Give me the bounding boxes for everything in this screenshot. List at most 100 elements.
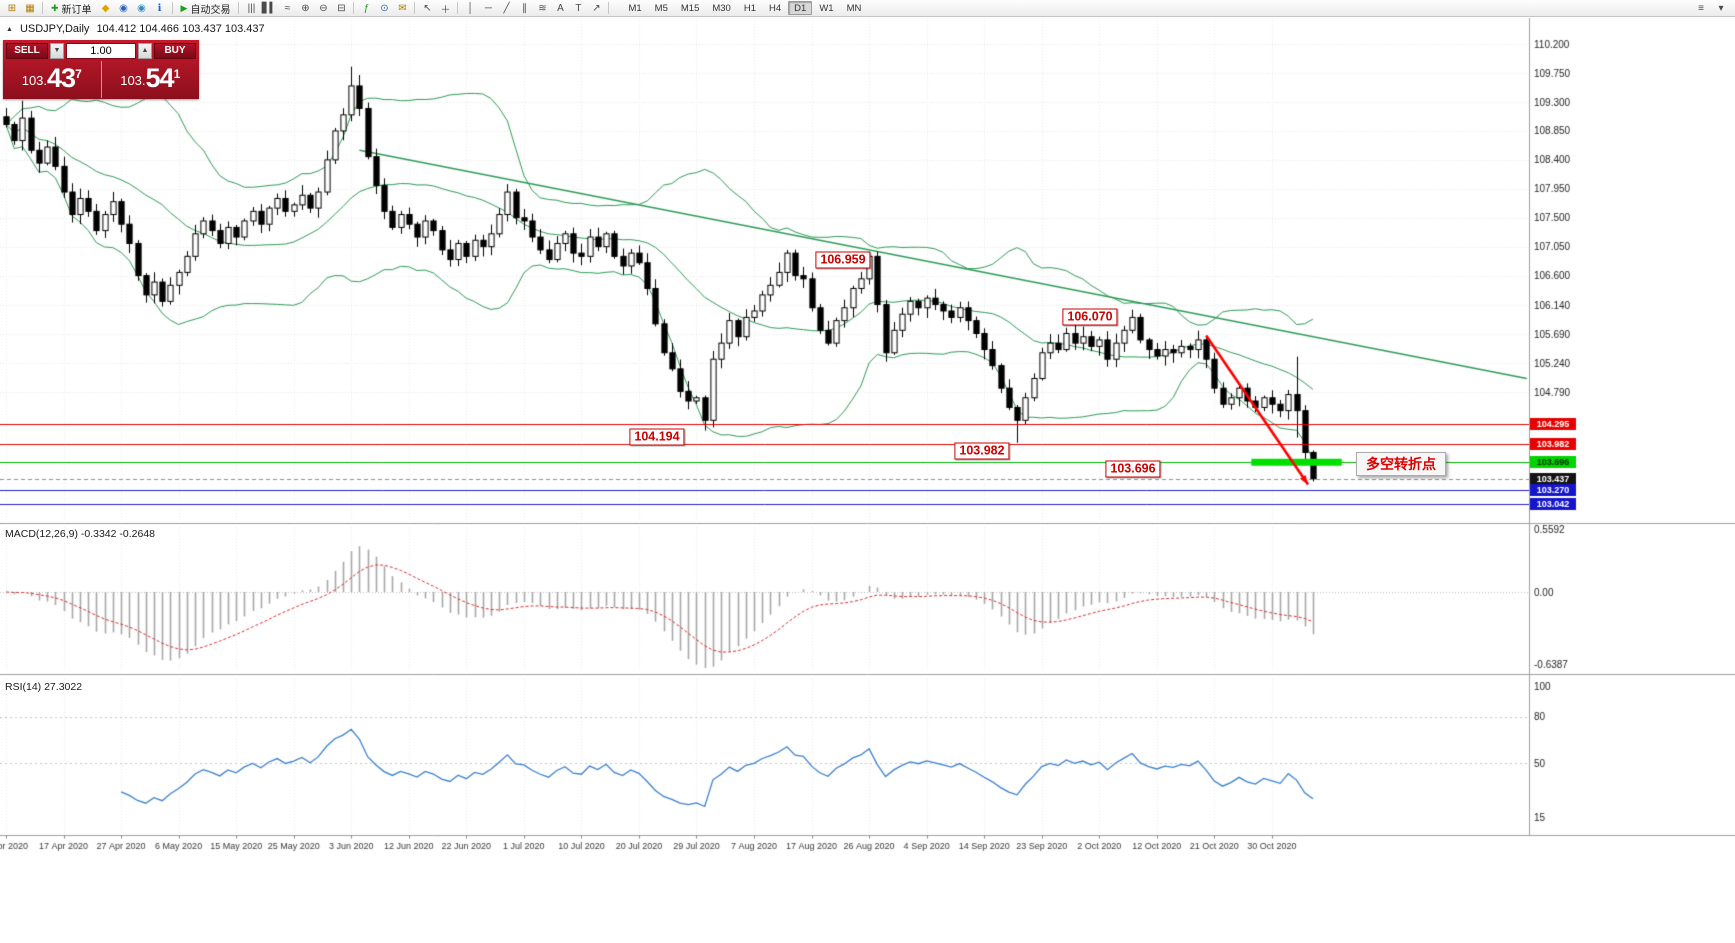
zoom-out-icon: ⊖ [319, 2, 328, 14]
arrows-icon: ↗ [592, 2, 601, 14]
toolbar-separator [171, 2, 173, 14]
buy-button[interactable]: BUY [154, 42, 196, 59]
trendline-icon: ╱ [503, 2, 510, 14]
channel-icon[interactable]: ∥ [515, 1, 533, 16]
market-watch-icon: ◉ [119, 2, 128, 14]
collapse-icon[interactable]: ▾ [1712, 1, 1730, 16]
label-icon[interactable]: T [569, 1, 587, 16]
tile-windows-icon[interactable]: ⊟ [332, 1, 350, 16]
buy-price-main: 54 [145, 63, 175, 93]
toolbar: ⊞ ▦ ✚ 新订单 ◆ ◉ ◉ ℹ ▶ 自动交易 ||| ▋▍ ≈ ⊕ ⊖ ⊟ ƒ ⊙ ✉ ↖ ＋ │ ─ ╱ ∥ ≋ A T ↗ M1… [0, 0, 1735, 17]
zoom-in-icon[interactable]: ⊕ [296, 1, 314, 16]
profiles-icon: ▦ [25, 2, 35, 14]
new-order-button-label: 新订单 [61, 4, 92, 16]
trade-panel-controls: SELL ▼ 1.00 ▲ BUY [3, 40, 199, 61]
vertical-line-icon[interactable]: │ [461, 1, 479, 16]
price-annotation[interactable]: 103.982 [954, 442, 1010, 460]
text-icon: A [557, 2, 564, 14]
toolbar-separator [353, 2, 355, 14]
sell-price-main: 43 [47, 63, 76, 93]
add-indicator-icon: ƒ [363, 2, 370, 14]
toolbar-separator [238, 2, 240, 14]
zoom-out-icon[interactable]: ⊖ [314, 1, 332, 16]
vertical-line-icon: │ [467, 2, 474, 14]
timeframe-button-w1[interactable]: W1 [819, 2, 834, 14]
turning-point-note[interactable]: 多空转折点 [1356, 452, 1446, 476]
line-chart-icon: ≈ [284, 2, 291, 14]
volume-input[interactable]: 1.00 [66, 42, 136, 59]
macd-indicator-label: MACD(12,26,9) -0.3342 -0.2648 [5, 528, 155, 540]
sell-button[interactable]: SELL [6, 42, 48, 59]
new-order-icon: ✚ [51, 2, 59, 13]
profiles-icon[interactable]: ▦ [21, 1, 39, 16]
new-chart-icon: ⊞ [7, 2, 17, 14]
symbol-name: USDJPY,Daily [19, 23, 90, 35]
price-annotation[interactable]: 104.194 [629, 428, 685, 446]
new-order-button[interactable]: ✚ 新订单 [46, 1, 97, 16]
timeframe-button-m30[interactable]: M30 [712, 2, 731, 14]
timeframe-button-m1[interactable]: M1 [628, 2, 642, 14]
new-chart-icon[interactable]: ⊞ [3, 1, 21, 16]
crosshair-icon: ＋ [440, 4, 451, 16]
collapse-icon: ▾ [1718, 2, 1724, 14]
sound-icon[interactable]: ◆ [97, 1, 115, 16]
add-indicator-icon[interactable]: ƒ [357, 1, 375, 16]
fibonacci-icon[interactable]: ≋ [533, 1, 551, 16]
price-annotation[interactable]: 106.959 [815, 251, 871, 269]
candlestick-icon[interactable]: ▋▍ [260, 1, 278, 16]
autotrading-button[interactable]: ▶ 自动交易 [176, 1, 236, 16]
info-icon[interactable]: ℹ [151, 1, 169, 16]
volume-increase-button[interactable]: ▲ [138, 42, 152, 59]
text-icon[interactable]: A [551, 1, 569, 16]
sell-price-button[interactable]: 103. 43 7 [3, 61, 102, 98]
zoom-in-icon: ⊕ [301, 2, 310, 14]
market-watch-icon[interactable]: ◉ [115, 1, 133, 16]
trade-panel-prices: 103. 43 7 103. 54 1 [3, 61, 199, 98]
buy-price-button[interactable]: 103. 54 1 [102, 61, 200, 98]
templates-icon: ✉ [398, 2, 407, 14]
crosshair-icon[interactable]: ＋ [436, 1, 454, 16]
info-icon: ℹ [157, 2, 162, 14]
symbol-ohlc-header: ▲ USDJPY,Daily 104.412 104.466 103.437 1… [6, 23, 265, 35]
toolbar-left-group: ⊞ ▦ ✚ 新订单 ◆ ◉ ◉ ℹ ▶ 自动交易 ||| ▋▍ ≈ ⊕ ⊖ ⊟ ƒ ⊙ ✉ ↖ ＋ │ ─ ╱ ∥ ≋ A T ↗ [3, 1, 612, 16]
period-icon: ⊙ [380, 2, 389, 14]
bar-chart-icon[interactable]: ||| [242, 1, 260, 16]
bar-chart-icon: ||| [247, 2, 256, 14]
templates-icon[interactable]: ✉ [393, 1, 411, 16]
fibonacci-icon: ≋ [538, 2, 547, 14]
period-icon[interactable]: ⊙ [375, 1, 393, 16]
price-annotation[interactable]: 106.070 [1062, 308, 1118, 326]
timeframe-button-mn[interactable]: MN [846, 2, 862, 14]
horizontal-line-icon: ─ [484, 2, 493, 14]
sell-price-sup: 7 [75, 67, 82, 81]
sell-price-prefix: 103. [21, 73, 48, 88]
tile-windows-icon: ⊟ [337, 2, 346, 14]
cursor-icon[interactable]: ↖ [418, 1, 436, 16]
chart-list-icon[interactable]: ≡ [1692, 1, 1710, 16]
arrows-icon[interactable]: ↗ [587, 1, 605, 16]
data-window-icon[interactable]: ◉ [133, 1, 151, 16]
autotrading-button-label: 自动交易 [190, 4, 231, 16]
trendline-icon[interactable]: ╱ [497, 1, 515, 16]
chart-title-marker-icon: ▲ [6, 25, 13, 33]
horizontal-line-icon[interactable]: ─ [479, 1, 497, 16]
volume-decrease-button[interactable]: ▼ [50, 42, 64, 59]
timeframe-button-h4[interactable]: H4 [769, 2, 782, 14]
toolbar-right-group: ≡ ▾ [1692, 1, 1732, 16]
timeframe-button-m5[interactable]: M5 [654, 2, 668, 14]
cursor-icon: ↖ [423, 2, 432, 14]
toolbar-separator [414, 2, 416, 14]
one-click-trading-panel: SELL ▼ 1.00 ▲ BUY 103. 43 7 103. 54 1 [3, 40, 199, 99]
timeframe-button-d1[interactable]: D1 [788, 1, 813, 15]
toolbar-separator [42, 2, 43, 14]
line-chart-icon[interactable]: ≈ [278, 1, 296, 16]
timeframe-button-m15[interactable]: M15 [680, 2, 700, 14]
timeframe-button-h1[interactable]: H1 [743, 2, 756, 14]
candlestick-icon: ▋▍ [261, 2, 278, 14]
chart-list-icon: ≡ [1698, 2, 1704, 14]
label-icon: T [575, 2, 582, 14]
data-window-icon: ◉ [137, 2, 146, 14]
price-annotation[interactable]: 103.696 [1105, 460, 1161, 478]
